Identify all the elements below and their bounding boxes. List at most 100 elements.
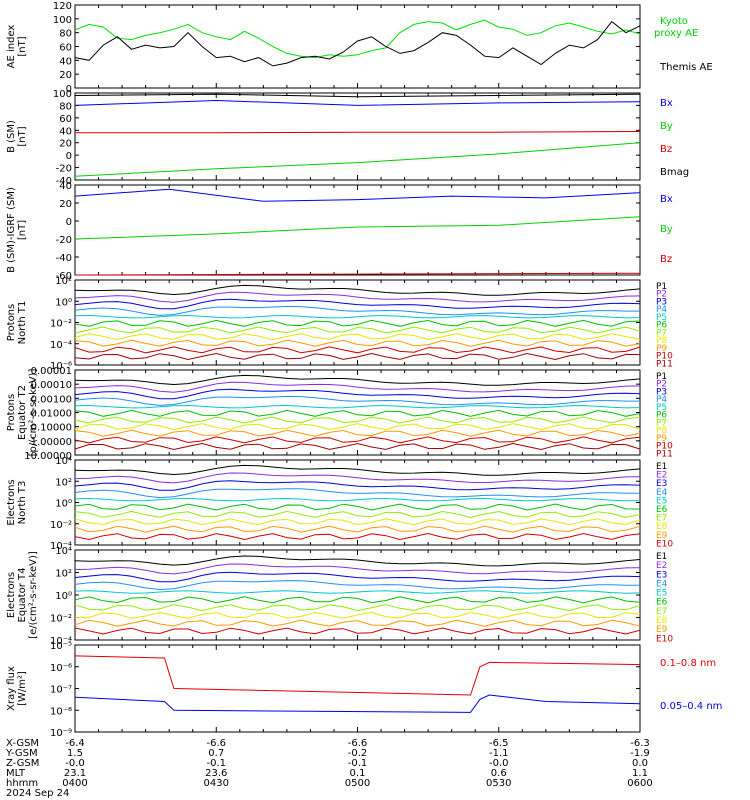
y-tick-label: 60 — [59, 43, 72, 54]
channel-line — [74, 423, 641, 431]
y-tick-label: 10.00000 — [24, 451, 72, 462]
ephem-value: -6.4 — [65, 738, 85, 749]
ephem-value: 0500 — [345, 778, 370, 789]
ephem-row-label: X-GSM — [6, 738, 39, 749]
channel-label: E9 — [656, 625, 668, 635]
channel-label: P10 — [656, 352, 673, 362]
y-axis-label: [W/m²] — [17, 671, 28, 706]
y-axis-label: AE index — [6, 25, 17, 69]
y-tick-label: -20 — [56, 235, 72, 246]
channel-label: P7 — [656, 328, 667, 338]
series-line — [74, 93, 641, 98]
channel-label: P6 — [656, 411, 667, 421]
y-tick-label: -20 — [56, 164, 72, 175]
y-axis-label: Equator T2 — [17, 385, 28, 440]
channel-line — [74, 627, 641, 635]
y-axis-label: [nT] — [17, 220, 28, 240]
y-tick-label: 0 — [66, 151, 72, 162]
channel-line — [74, 416, 641, 424]
channel-line — [74, 429, 641, 437]
ephem-date: 2024 Sep 24 — [6, 788, 69, 799]
channel-line — [74, 555, 641, 567]
y-tick-label: 10² — [55, 276, 72, 287]
y-tick-label: 0.00010 — [31, 380, 72, 391]
y-tick-label: 10⁰ — [55, 297, 72, 308]
legend-b: Bmag — [660, 167, 689, 178]
channel-label: E6 — [656, 598, 668, 608]
ephem-value: 0400 — [62, 778, 87, 789]
channel-line — [74, 563, 641, 575]
y-tick-label: -40 — [56, 176, 72, 187]
channel-line — [74, 510, 641, 518]
y-tick-label: 40 — [59, 56, 72, 67]
channel-line — [74, 580, 640, 591]
y-axis-label: Protons — [6, 304, 17, 341]
panel-frame — [74, 92, 641, 181]
channel-label: P3 — [656, 297, 667, 307]
y-tick-label: 100 — [53, 89, 72, 100]
channel-line — [74, 596, 641, 604]
channel-label: E1 — [656, 462, 667, 472]
y-axis-label: [e/(cm²-s-sr-keV)] — [28, 551, 39, 639]
channel-line — [74, 291, 641, 303]
y-tick-label: -60 — [56, 271, 72, 282]
channel-label: E7 — [656, 514, 667, 524]
channel-label: E4 — [656, 579, 668, 589]
channel-line — [74, 326, 641, 334]
series-line — [74, 142, 641, 177]
channel-line — [74, 314, 641, 319]
channel-label: P3 — [656, 387, 667, 397]
ephem-value: 1.1 — [632, 768, 648, 779]
y-tick-label: 10² — [55, 569, 72, 580]
channel-line — [74, 503, 641, 511]
y-tick-label: 0.00100 — [31, 394, 72, 405]
y-tick-label: 0 — [66, 217, 72, 228]
channel-line — [74, 532, 641, 541]
channel-label: E5 — [656, 589, 667, 599]
y-tick-label: 10⁰ — [55, 591, 72, 602]
y-tick-label: 10⁴ — [55, 546, 72, 557]
ephem-value: -6.3 — [630, 738, 650, 749]
y-tick-label: 0.00001 — [31, 366, 72, 377]
y-axis-label: Protons — [6, 394, 17, 431]
channel-line — [74, 436, 641, 444]
channel-label: P8 — [656, 426, 667, 436]
ephem-value: -0.2 — [348, 748, 368, 759]
ephem-value: 0430 — [204, 778, 229, 789]
legend-kyoto: proxy AE — [654, 28, 698, 39]
ephem-value: -1.9 — [630, 748, 650, 759]
ephem-value: -0.1 — [348, 758, 368, 769]
channel-label: E2 — [656, 561, 667, 571]
channel-label: P2 — [656, 290, 667, 300]
channel-line — [74, 374, 641, 386]
channel-label: P2 — [656, 380, 667, 390]
y-tick-label: 10⁻² — [50, 319, 72, 330]
y-axis-label: [nT] — [17, 126, 28, 146]
y-tick-label: 10⁻² — [50, 614, 72, 625]
ephem-value: 0.7 — [208, 748, 224, 759]
channel-line — [74, 518, 641, 526]
ephem-value: -6.6 — [206, 738, 226, 749]
y-tick-label: 20 — [59, 139, 72, 150]
y-axis-label: B (SM)-IGRF (SM) — [6, 187, 17, 273]
channel-line — [74, 381, 641, 393]
legend-xray-long: 0.1–0.8 nm — [660, 658, 716, 669]
y-axis-label: North T3 — [17, 481, 28, 525]
channel-line — [74, 472, 641, 484]
ephem-value: -1.1 — [489, 748, 509, 759]
y-tick-label: 10⁻⁵ — [50, 641, 72, 652]
y-tick-label: 10⁻² — [50, 520, 72, 531]
legend-kyoto: Kyoto — [660, 16, 688, 27]
channel-label: E8 — [656, 522, 668, 532]
channel-label: P4 — [656, 305, 667, 315]
y-tick-label: 80 — [59, 101, 72, 112]
channel-label: P6 — [656, 321, 667, 331]
channel-line — [74, 488, 640, 499]
ephem-value: 0600 — [627, 778, 652, 789]
channel-label: P1 — [656, 282, 667, 292]
y-axis-label: [nT] — [17, 36, 28, 56]
legend-xray-short: 0.05–0.4 nm — [660, 701, 722, 712]
ephem-value: 23.6 — [205, 768, 227, 779]
channel-label: P9 — [656, 344, 667, 354]
channel-line — [74, 339, 641, 347]
